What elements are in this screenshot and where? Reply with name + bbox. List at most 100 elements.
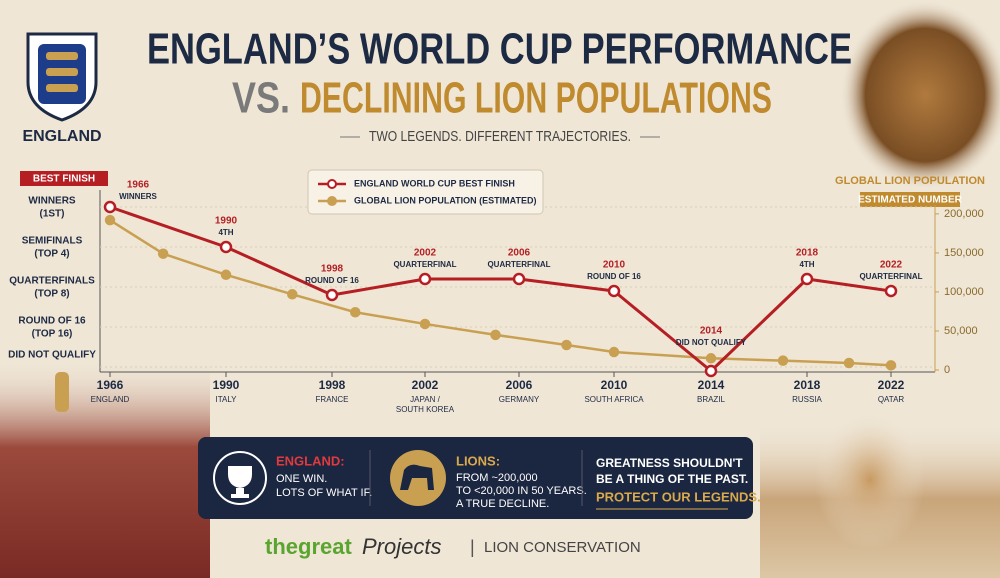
legend-label: ENGLAND WORLD CUP BEST FINISH — [354, 178, 515, 188]
y2-axis-title: GLOBAL LION POPULATION — [835, 175, 985, 187]
x-tick-sublabel: JAPAN / — [410, 395, 440, 404]
y-tick-label: QUARTERFINALS — [9, 276, 95, 287]
x-tick-sublabel: RUSSIA — [792, 395, 822, 404]
annotation-label: QUARTERFINAL — [859, 272, 922, 281]
x-tick-sublabel: ENGLAND — [91, 395, 130, 404]
x-tick-label: 2018 — [794, 378, 821, 392]
annotation-year: 1998 — [321, 264, 344, 275]
x-tick-sublabel: SOUTH KOREA — [396, 405, 455, 414]
y-tick-sublabel: (TOP 8) — [34, 289, 69, 300]
cub-photo — [815, 410, 925, 550]
annotation-year: 2022 — [880, 260, 903, 271]
x-tick-sublabel: GERMANY — [499, 395, 540, 404]
annotation-label: DID NOT QUALIFY — [676, 338, 747, 347]
data-point — [561, 339, 572, 351]
subtitle: DECLINING LION POPULATIONS — [300, 74, 772, 123]
data-point — [219, 240, 233, 254]
annotation-year: 2018 — [796, 248, 819, 259]
annotation-label: 4TH — [218, 228, 233, 237]
annotation-year: 1990 — [215, 216, 238, 227]
x-tick-sublabel: QATAR — [878, 395, 905, 404]
annotation-year: 2002 — [414, 248, 437, 259]
data-point — [512, 272, 526, 286]
data-point — [103, 200, 117, 214]
brand-b: Projects — [362, 534, 441, 559]
y-tick-label: WINNERS — [28, 196, 76, 207]
annotation-label: WINNERS — [119, 192, 157, 201]
panel-lions-line: TO <20,000 IN 50 YEARS. — [456, 485, 587, 497]
data-point — [325, 288, 339, 302]
y-tick-label: DID NOT QUALIFY — [8, 350, 96, 361]
annotation-label: 4TH — [799, 260, 814, 269]
x-tick-sublabel: SOUTH AFRICA — [584, 395, 644, 404]
data-point — [490, 329, 501, 341]
annotation-year: 2014 — [700, 326, 723, 337]
data-point — [777, 355, 789, 366]
data-point — [704, 364, 718, 378]
legend-marker — [327, 196, 337, 206]
data-point — [607, 284, 621, 298]
panel-lions-title: LIONS: — [456, 453, 500, 468]
y2-tick-label: 50,000 — [944, 325, 978, 337]
panel-message-line: BE A THING OF THE PAST. — [596, 472, 748, 486]
panel-england-line: LOTS OF WHAT IF. — [276, 487, 372, 499]
data-point — [800, 272, 814, 286]
trophy-icon — [213, 451, 267, 505]
data-point — [104, 214, 116, 226]
lion-photo — [840, 0, 1000, 190]
x-tick-label: 1966 — [97, 378, 124, 392]
lion-glyph — [400, 464, 434, 490]
data-point — [287, 289, 298, 300]
data-point — [220, 269, 232, 281]
y-tick-label: SEMIFINALS — [22, 236, 83, 247]
y-axis-title: BEST FINISH — [33, 174, 95, 185]
panel — [198, 437, 753, 519]
data-point — [843, 357, 855, 369]
data-point — [885, 360, 897, 371]
brand-a: thegreat — [265, 534, 352, 559]
x-tick-label: 2006 — [506, 378, 533, 392]
annotation-label: QUARTERFINAL — [393, 260, 456, 269]
x-tick-label: 1998 — [319, 378, 346, 392]
legend-marker — [327, 179, 337, 189]
y-axis-title-box — [20, 171, 108, 186]
data-point — [884, 284, 898, 298]
annotation-label: ROUND OF 16 — [587, 272, 641, 281]
panel-call: PROTECT OUR LEGENDS. — [596, 489, 761, 504]
y-tick-sublabel: (1ST) — [40, 209, 65, 220]
x-tick-sublabel: FRANCE — [316, 395, 349, 404]
y2-tick-label: 150,000 — [944, 247, 984, 259]
panel-lions-line: FROM ~200,000 — [456, 472, 538, 484]
footer-tag: LION CONSERVATION — [484, 539, 641, 556]
crest-label: ENGLAND — [22, 128, 101, 145]
y-tick-label: ROUND OF 16 — [18, 316, 86, 327]
trophy-glyph — [228, 466, 252, 498]
x-tick-label: 2002 — [412, 378, 439, 392]
x-tick-sublabel: ITALY — [215, 395, 237, 404]
subtitle-prefix: VS. — [232, 74, 290, 123]
team-photo — [0, 360, 210, 578]
legend-label: GLOBAL LION POPULATION (ESTIMATED) — [354, 195, 537, 205]
x-tick-label: 1990 — [213, 378, 240, 392]
y2-tick-label: 200,000 — [944, 208, 984, 220]
data-point — [157, 248, 169, 259]
data-point — [350, 306, 361, 318]
panel-lions-line: A TRUE DECLINE. — [456, 498, 549, 510]
data-point — [705, 353, 717, 364]
x-tick-label: 2010 — [601, 378, 628, 392]
plot: WINNERS (1ST) SEMIFINALS (TOP 4) QUARTERFINA… — [8, 169, 984, 414]
annotation-year: 2006 — [508, 248, 531, 259]
y2-tick-label: 100,000 — [944, 286, 984, 298]
data-point — [418, 272, 432, 286]
panel-england-line: ONE WIN. — [276, 473, 327, 485]
annotation-label: ROUND OF 16 — [305, 276, 359, 285]
data-point — [608, 346, 620, 358]
trophy — [55, 372, 69, 412]
x-tick-label: 2022 — [878, 378, 905, 392]
annotation-year: 2010 — [603, 260, 626, 271]
y2-axis-subtitle: ESTIMATED NUMBER — [858, 195, 962, 206]
data-point — [419, 318, 431, 330]
y2-tick-label: 0 — [944, 364, 950, 376]
x-tick-sublabel: BRAZIL — [697, 395, 726, 404]
